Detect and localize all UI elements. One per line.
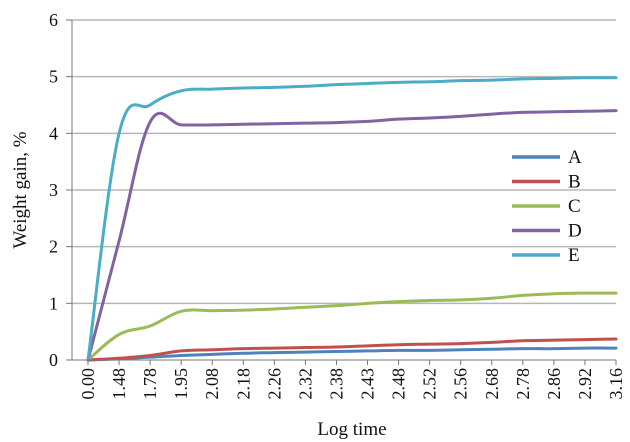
gridlines bbox=[66, 19, 616, 361]
x-tick-label: 2.92 bbox=[575, 368, 595, 400]
x-tick-label: 2.32 bbox=[295, 368, 315, 400]
x-tick-label: 2.78 bbox=[513, 368, 533, 400]
x-tick-label: 2.08 bbox=[202, 368, 222, 400]
y-tick-labels: 0 1 2 3 4 5 6 bbox=[49, 10, 58, 370]
x-tick-label: 2.52 bbox=[420, 368, 440, 400]
x-tick-label: 2.26 bbox=[264, 368, 284, 400]
x-tick-label: 2.48 bbox=[389, 368, 409, 400]
series-lines bbox=[86, 76, 618, 362]
x-tick-label: 2.18 bbox=[233, 368, 253, 400]
series-line-b bbox=[86, 337, 618, 362]
legend-label-b: B bbox=[568, 172, 581, 193]
x-tick-label: 2.43 bbox=[358, 368, 378, 400]
y-tick-label: 3 bbox=[49, 180, 58, 200]
y-tick-label: 0 bbox=[49, 350, 58, 370]
x-tick-label: 2.68 bbox=[482, 368, 502, 400]
series-line-e bbox=[86, 76, 618, 362]
legend-label-d: D bbox=[568, 221, 582, 242]
y-tick-label: 2 bbox=[49, 237, 58, 257]
legend-label-e: E bbox=[568, 245, 580, 266]
x-tick-label: 1.48 bbox=[109, 368, 129, 400]
x-tick-label: 2.38 bbox=[326, 368, 346, 400]
axes bbox=[71, 20, 616, 361]
series-line-a bbox=[86, 346, 618, 362]
x-axis-title: Log time bbox=[317, 419, 386, 440]
series-line-c bbox=[86, 291, 618, 362]
x-tick-label: 1.95 bbox=[171, 368, 191, 400]
y-tick-label: 1 bbox=[49, 293, 58, 313]
x-tick-label: 1.78 bbox=[140, 368, 160, 400]
x-tick-label: 2.86 bbox=[544, 368, 564, 400]
series-line-d bbox=[86, 109, 618, 362]
x-tick-label: 0.00 bbox=[78, 368, 98, 400]
y-tick-label: 4 bbox=[49, 123, 58, 143]
legend-label-c: C bbox=[568, 196, 581, 217]
legend-label-a: A bbox=[568, 147, 582, 168]
x-tick-label: 3.16 bbox=[606, 368, 626, 400]
y-axis-title: Weight gain, % bbox=[10, 131, 31, 248]
x-tick-label: 2.56 bbox=[451, 368, 471, 400]
x-tick-labels: 0.00 1.48 1.78 1.95 2.08 2.18 2.26 2.32 2.38 2.43… bbox=[78, 360, 626, 400]
y-tick-label: 5 bbox=[49, 67, 58, 87]
y-tick-label: 6 bbox=[49, 10, 58, 30]
